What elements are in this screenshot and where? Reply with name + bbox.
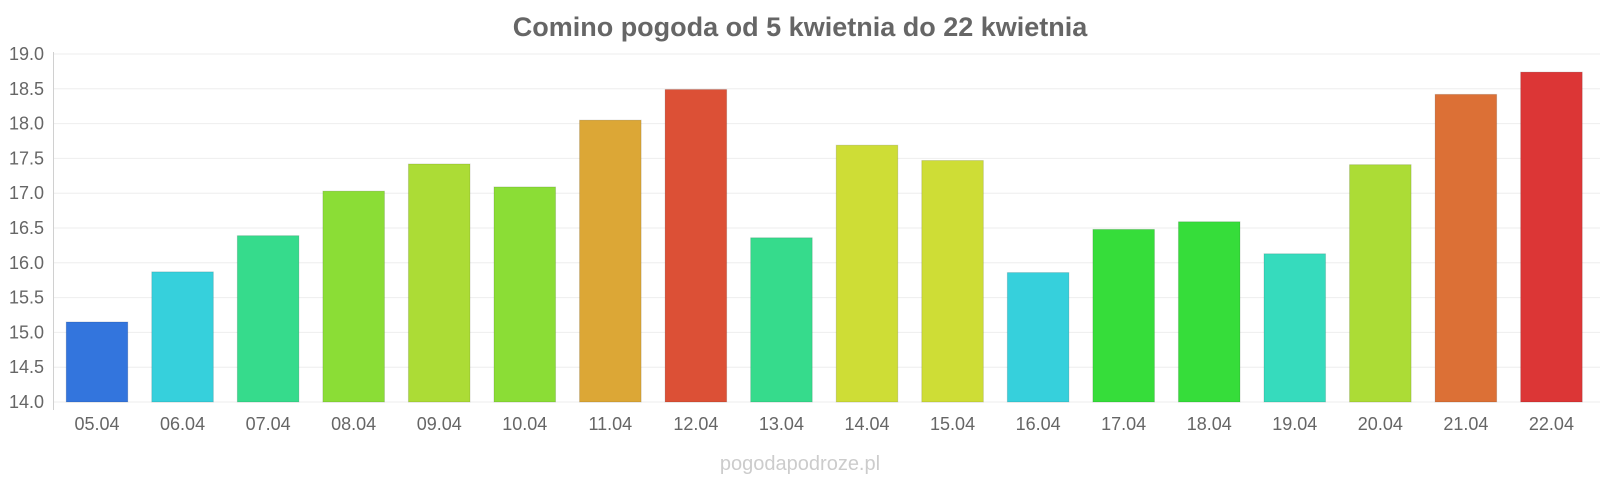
bar[interactable]: [750, 237, 813, 403]
watermark: pogodapodroze.pl: [720, 453, 880, 475]
x-tick-label: 16.04: [1016, 414, 1061, 434]
y-tick-label: 18.0: [9, 114, 44, 134]
y-tick-label: 15.0: [9, 322, 44, 342]
bar[interactable]: [1006, 272, 1070, 403]
bar[interactable]: [236, 235, 300, 403]
bar[interactable]: [1434, 93, 1498, 403]
y-tick-label: 14.0: [9, 392, 44, 412]
bar[interactable]: [407, 163, 471, 403]
bar[interactable]: [1092, 228, 1155, 403]
x-tick-label: 11.04: [588, 414, 632, 434]
x-tick-label: 19.04: [1272, 414, 1317, 434]
bar[interactable]: [322, 190, 385, 403]
x-tick-label: 08.04: [331, 414, 376, 434]
y-tick-label: 17.5: [9, 148, 44, 168]
x-tick-label: 15.04: [930, 414, 975, 434]
x-tick-label: 06.04: [160, 414, 205, 434]
x-tick-label: 10.04: [502, 414, 547, 434]
x-tick-label: 07.04: [246, 414, 291, 434]
x-tick-label: 20.04: [1358, 414, 1403, 434]
y-tick-label: 16.0: [9, 253, 44, 273]
chart-title: Comino pogoda od 5 kwietnia do 22 kwietn…: [513, 12, 1089, 42]
x-tick-label: 17.04: [1101, 414, 1146, 434]
bar[interactable]: [835, 144, 899, 403]
x-tick-label: 21.04: [1443, 414, 1488, 434]
x-tick-label: 09.04: [417, 414, 462, 434]
bar[interactable]: [921, 159, 984, 403]
bar[interactable]: [1520, 71, 1583, 403]
y-tick-label: 15.5: [9, 288, 44, 308]
x-axis-ticks: 05.04 06.04 07.04 08.04 09.04 10.04 11.04 12.04…: [74, 414, 1573, 434]
y-tick-label: 18.5: [9, 79, 44, 99]
x-tick-label: 13.04: [759, 414, 804, 434]
bar[interactable]: [1177, 221, 1241, 403]
bar[interactable]: [1349, 164, 1412, 403]
y-tick-label: 17.0: [9, 183, 44, 203]
bar[interactable]: [579, 119, 642, 403]
bar[interactable]: [65, 321, 129, 403]
bar[interactable]: [493, 186, 557, 403]
y-tick-label: 19.0: [9, 44, 44, 64]
bar[interactable]: [664, 88, 728, 403]
x-tick-label: 14.04: [844, 414, 889, 434]
bar[interactable]: [1263, 253, 1327, 403]
bars: [65, 71, 1583, 403]
x-tick-label: 18.04: [1187, 414, 1232, 434]
x-tick-label: 22.04: [1529, 414, 1574, 434]
y-tick-label: 16.5: [9, 218, 44, 238]
y-tick-label: 14.5: [9, 357, 44, 377]
x-tick-label: 12.04: [673, 414, 718, 434]
gridlines: [54, 53, 1600, 403]
x-tick-label: 05.04: [74, 414, 119, 434]
bar[interactable]: [151, 271, 214, 403]
y-axis-ticks: 14.0 14.5 15.0 15.5 16.0 16.5 17.0 17.5 18.0 18.5…: [9, 44, 44, 412]
